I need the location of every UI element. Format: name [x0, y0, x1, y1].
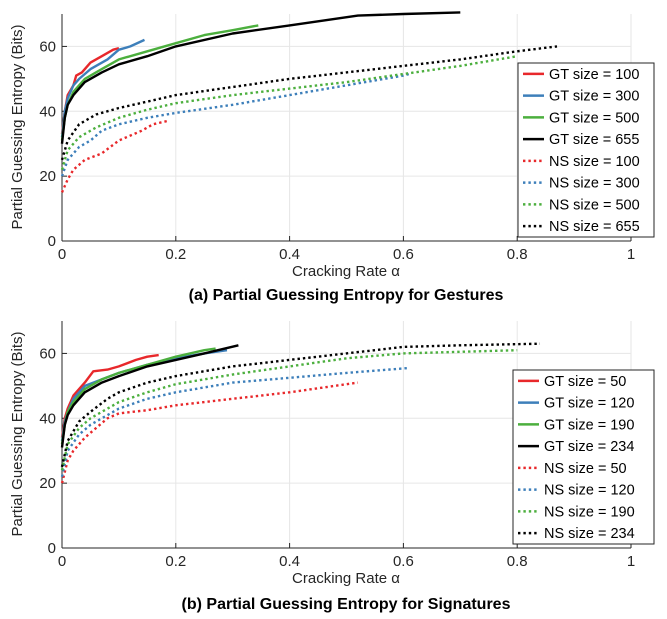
legend-entry-gt-size-50: GT size = 50: [544, 374, 626, 390]
series-line-ns-size-120: [60, 366, 410, 477]
legend-entry-ns-size-234: NS size = 234: [544, 526, 635, 542]
legend-entry-gt-size-100: GT size = 100: [549, 67, 639, 83]
y-tick-label: 0: [48, 233, 56, 250]
chart-gestures: 0 0.2 0.4 0.6 0.8 1 0 20 40 60 Cracking Rate α Part…: [9, 11, 655, 304]
legend-entry-gt-size-500: GT size = 500: [549, 110, 639, 126]
y-tick-label: 60: [39, 38, 56, 55]
x-tick-label: 0.6: [393, 246, 414, 263]
legend-entry-ns-size-655: NS size = 655: [549, 219, 640, 235]
legend-entry-ns-size-50: NS size = 50: [544, 461, 627, 477]
x-tick-label: 0.8: [507, 246, 528, 263]
legend-box: [517, 62, 655, 238]
x-tick-label: 1: [627, 246, 635, 263]
legend-entry-ns-size-190: NS size = 190: [544, 504, 635, 520]
y-tick-label: 40: [39, 103, 56, 120]
x-tick-label: 0.4: [279, 553, 300, 570]
series-line-gt-size-234: [60, 344, 239, 448]
series-line-ns-size-190: [60, 349, 518, 471]
legend-entry-gt-size-190: GT size = 190: [544, 417, 634, 433]
x-tick-label: 0.4: [279, 246, 300, 263]
series-line-gt-size-300: [60, 38, 145, 138]
legend-box: [512, 369, 655, 545]
legend-entry-gt-size-120: GT size = 120: [544, 396, 634, 412]
x-tick-label: 0.2: [165, 246, 186, 263]
series-line-ns-size-100: [60, 119, 168, 193]
x-tick-label: 0.6: [393, 553, 414, 570]
series-line-ns-size-655: [60, 45, 558, 161]
legend-entry-gt-size-655: GT size = 655: [549, 132, 639, 148]
x-axis-label: Cracking Rate α: [292, 263, 400, 280]
chart-caption: (a) Partial Guessing Entropy for Gesture…: [189, 287, 504, 304]
y-tick-label: 0: [48, 540, 56, 557]
series-line-ns-size-300: [60, 72, 410, 177]
legend-entry-gt-size-234: GT size = 234: [544, 439, 634, 455]
series-line-ns-size-500: [60, 55, 518, 171]
y-tick-label: 20: [39, 168, 56, 185]
x-tick-label: 1: [627, 553, 635, 570]
y-axis-label: Partial Guessing Entropy (Bits): [9, 24, 26, 229]
legend-entry-ns-size-120: NS size = 120: [544, 483, 635, 499]
legend: GT size = 100 GT size = 300 GT size = 500 G…: [517, 62, 655, 238]
x-tick-label: 0.8: [507, 553, 528, 570]
chart-caption: (b) Partial Guessing Entropy for Signatu…: [182, 596, 511, 613]
legend-entry-ns-size-500: NS size = 500: [549, 197, 640, 213]
series-line-ns-size-50: [60, 381, 359, 484]
y-tick-label: 40: [39, 410, 56, 427]
series-line-gt-size-655: [60, 11, 461, 144]
y-axis-label: Partial Guessing Entropy (Bits): [9, 331, 26, 536]
y-tick-label: 20: [39, 475, 56, 492]
legend: GT size = 50 GT size = 120 GT size = 190 GT…: [512, 369, 655, 545]
legend-entry-ns-size-100: NS size = 100: [549, 154, 640, 170]
legend-entry-ns-size-300: NS size = 300: [549, 176, 640, 192]
x-axis-label: Cracking Rate α: [292, 570, 400, 587]
x-tick-label: 0.2: [165, 553, 186, 570]
legend-entry-gt-size-300: GT size = 300: [549, 89, 639, 105]
x-tick-label: 0: [58, 553, 66, 570]
x-tick-label: 0: [58, 246, 66, 263]
chart-signatures: 0 0.2 0.4 0.6 0.8 1 0 20 40 60 Cracking Rate α Part…: [9, 321, 655, 613]
y-tick-label: 60: [39, 345, 56, 362]
